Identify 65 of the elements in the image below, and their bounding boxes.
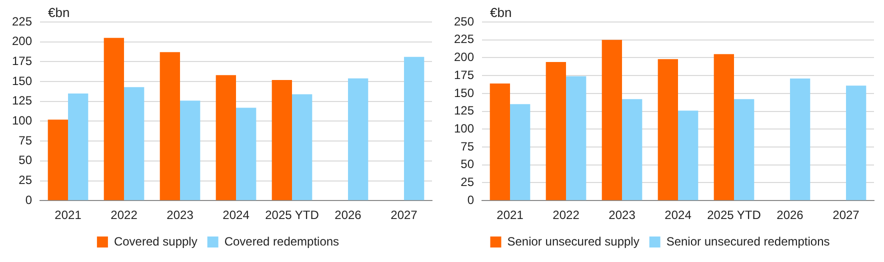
bar	[124, 87, 144, 200]
bar	[160, 52, 180, 200]
bar	[180, 100, 200, 200]
x-tick-label: 2027	[832, 208, 860, 222]
y-tick-label: 25	[18, 173, 32, 188]
bar	[622, 99, 642, 200]
bar	[510, 104, 530, 200]
legend-label: Covered supply	[114, 234, 198, 248]
x-tick-label: 2027	[390, 208, 418, 222]
bar	[678, 110, 698, 200]
x-tick-label: 2022	[110, 208, 138, 222]
x-tick-label: 2025 YTD	[707, 208, 762, 222]
legend-label: Senior unsecured redemptions	[666, 234, 830, 248]
x-tick-label: 2023	[608, 208, 636, 222]
bar	[658, 59, 678, 200]
y-tick-label: 125	[12, 94, 32, 108]
bar	[790, 78, 810, 200]
bar	[216, 75, 236, 200]
bar	[348, 78, 368, 200]
y-axis-title: €bn	[490, 5, 512, 20]
y-tick-label: 150	[454, 86, 474, 100]
legend-label: Covered redemptions	[224, 234, 340, 248]
y-tick-label: 150	[12, 74, 32, 88]
y-tick-label: 100	[12, 114, 32, 128]
bar	[236, 108, 256, 200]
bar	[602, 40, 622, 200]
y-tick-label: 225	[454, 32, 474, 46]
x-tick-label: 2021	[54, 208, 82, 222]
x-tick-label: 2025 YTD	[265, 208, 320, 222]
y-tick-label: 225	[12, 14, 32, 28]
y-tick-label: 75	[460, 139, 474, 154]
x-tick-label: 2024	[222, 208, 250, 222]
bar	[272, 80, 292, 200]
bar	[546, 62, 566, 200]
y-tick-label: 50	[18, 153, 32, 168]
bar	[490, 83, 510, 200]
y-tick-label: 250	[454, 14, 474, 28]
y-tick-label: 175	[454, 68, 474, 82]
x-tick-label: 2021	[496, 208, 524, 222]
y-tick-label: 50	[460, 157, 474, 172]
bar	[48, 120, 68, 200]
bar	[104, 38, 124, 200]
x-tick-label: 2024	[664, 208, 692, 222]
y-tick-label: 200	[12, 34, 32, 48]
bar	[734, 99, 754, 200]
y-axis-title: €bn	[48, 5, 70, 20]
y-tick-label: 175	[12, 54, 32, 68]
x-tick-label: 2026	[776, 208, 804, 222]
bar	[404, 56, 424, 200]
y-tick-label: 0	[25, 192, 32, 207]
bar	[846, 86, 866, 200]
x-tick-label: 2023	[166, 208, 194, 222]
y-tick-label: 0	[467, 192, 474, 207]
bar	[68, 93, 88, 200]
bar	[714, 54, 734, 200]
bar	[292, 94, 312, 200]
x-tick-label: 2022	[552, 208, 580, 222]
y-tick-label: 25	[460, 175, 474, 190]
bar	[566, 76, 586, 200]
y-tick-label: 200	[454, 50, 474, 64]
legend-label: Senior unsecured supply	[507, 234, 640, 248]
y-tick-label: 75	[18, 133, 32, 148]
y-tick-label: 100	[454, 121, 474, 136]
y-tick-label: 125	[454, 104, 474, 118]
x-tick-label: 2026	[334, 208, 362, 222]
